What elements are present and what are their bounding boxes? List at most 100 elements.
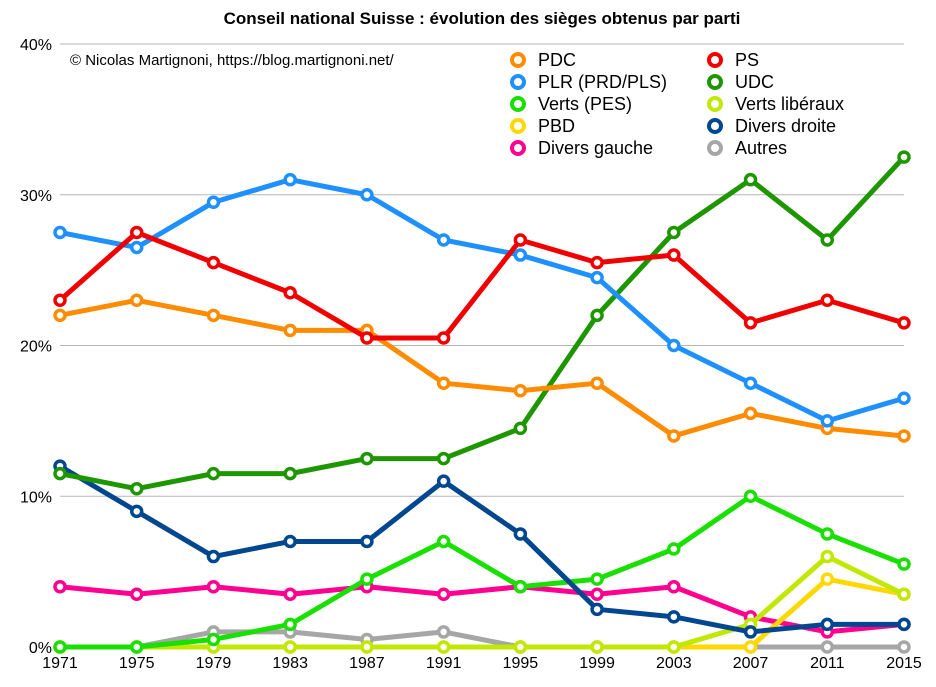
x-tick-label: 2011 [810,655,845,672]
data-point [283,640,297,654]
x-tick-label: 1971 [42,655,78,672]
legend-marker [510,52,526,68]
data-point [743,489,758,503]
data-point [590,270,604,285]
data-point [590,255,604,270]
x-tick-label: 1987 [349,655,385,672]
data-point [667,429,681,443]
series-line-ps [57,229,907,341]
series-line-pdc [57,297,907,439]
data-point [820,527,835,541]
data-point [590,602,604,617]
legend-item-divers-gauche: Divers gauche [510,138,653,158]
data-point [897,391,911,406]
data-point [590,587,604,601]
x-tick-label: 1999 [579,655,615,672]
data-point [513,579,528,594]
data-point [667,579,681,594]
x-tick-label: 2003 [656,655,692,672]
legend-label: Divers droite [735,116,836,136]
data-point [360,451,374,466]
data-point [436,474,451,488]
data-point [513,383,528,398]
data-point [53,293,67,308]
data-point [820,617,835,632]
data-point [360,640,374,654]
x-tick-label: 2015 [886,655,922,672]
data-point [129,293,144,308]
data-point [820,640,835,654]
legend-item-udc: UDC [707,72,774,92]
y-tick-label: 30% [20,188,52,205]
chart-title: Conseil national Suisse : évolution des … [224,9,741,28]
data-point [129,240,144,255]
data-point [897,316,911,330]
legend-label: Verts (PES) [538,94,632,114]
y-tick-label: 0% [29,640,52,657]
data-point [820,572,835,586]
data-point [743,316,758,330]
series-ps [53,225,911,345]
x-tick-label: 2007 [733,655,769,672]
data-point [436,587,451,601]
data-point [820,293,835,308]
data-point [897,640,911,654]
legend-marker [707,140,723,156]
data-point [897,617,911,632]
x-tick-label: 1975 [119,655,155,672]
legend-marker [510,74,526,90]
legend-label: Autres [735,138,787,158]
data-point [206,255,221,270]
data-point [590,376,604,390]
data-point [283,323,297,338]
data-point [129,640,144,654]
data-point [513,527,528,541]
legend-label: PS [735,50,759,70]
series-pdc [53,293,911,443]
legend-label: PLR (PRD/PLS) [538,72,667,92]
data-point [53,308,67,323]
data-point [129,225,144,240]
data-point [283,466,297,481]
x-tick-label: 1995 [503,655,539,672]
legend-item-plr-prd-pls: PLR (PRD/PLS) [510,72,667,92]
data-point [360,534,374,549]
legend-item-divers-droite: Divers droite [707,116,836,136]
data-point [667,248,681,262]
legend-marker [707,118,723,134]
data-point [513,248,528,262]
data-point [436,376,451,390]
data-point [667,610,681,624]
data-point [743,406,758,421]
data-point [897,429,911,443]
legend-marker [510,96,526,112]
data-point [53,466,67,481]
x-axis-ticks: 1971 1975 1979 1983 1987 1991 1995 1999 2003 2007… [42,655,922,672]
data-point [360,331,374,345]
data-point [667,542,681,556]
legend-label: UDC [735,72,774,92]
x-tick-label: 1983 [272,655,308,672]
legend-item-verts-pes: Verts (PES) [510,94,632,114]
data-point [206,308,221,323]
x-tick-label: 1979 [196,655,232,672]
data-point [667,338,681,353]
series-line-verts-pes [57,493,907,650]
legend-item-pbd: PBD [510,116,575,136]
y-tick-label: 20% [20,339,52,356]
y-tick-label: 10% [20,489,52,506]
data-point [897,587,911,601]
legend-item-pdc: PDC [510,50,576,70]
data-point [743,376,758,390]
data-point [897,557,911,571]
data-point [667,225,681,240]
legend-item-autres: Autres [707,138,787,158]
legend-marker [510,140,526,156]
data-point [360,188,374,202]
data-point [283,587,297,601]
legend-item-ps: PS [707,50,759,70]
data-point [53,579,67,594]
data-point [513,421,528,436]
y-tick-label: 40% [20,37,52,54]
